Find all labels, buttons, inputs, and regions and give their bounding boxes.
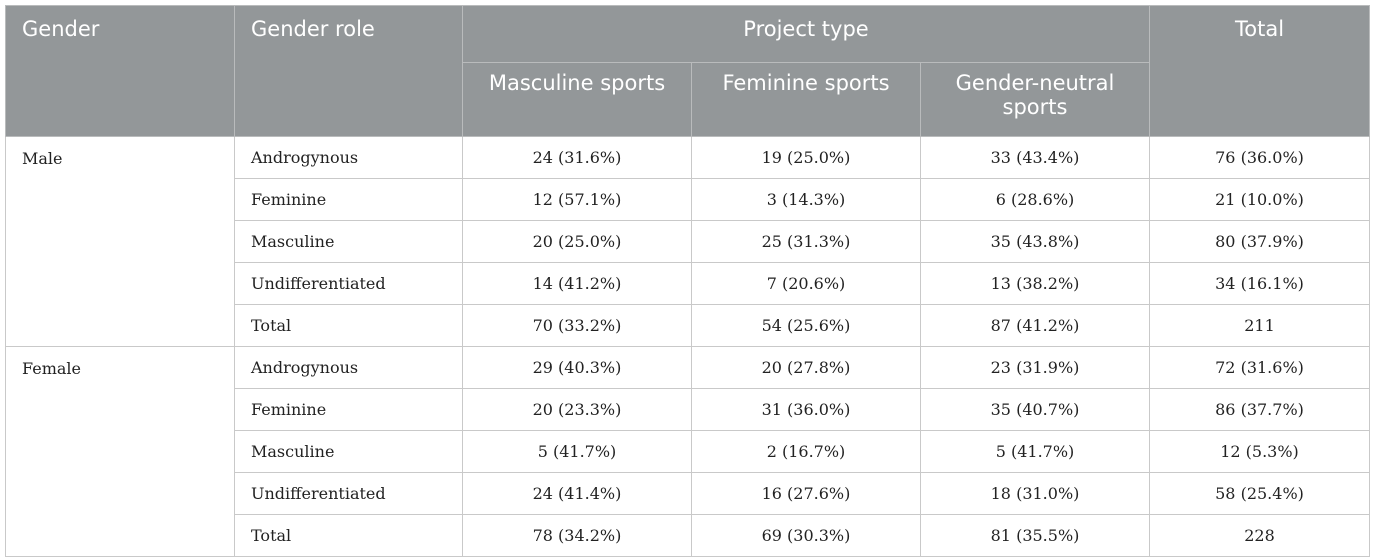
feminine-sports-cell: 20 (27.8%) (691, 346, 921, 389)
role-cell: Total (234, 514, 463, 557)
header-feminine-sports: Feminine sports (691, 62, 921, 137)
total-cell: 80 (37.9%) (1149, 220, 1371, 263)
total-cell: 34 (16.1%) (1149, 262, 1371, 305)
role-cell: Undifferentiated (234, 472, 463, 515)
feminine-sports-cell: 2 (16.7%) (691, 430, 921, 473)
total-cell: 86 (37.7%) (1149, 388, 1371, 431)
total-cell: 76 (36.0%) (1149, 136, 1371, 179)
gender-neutral-sports-cell: 23 (31.9%) (919, 346, 1151, 389)
gender-neutral-sports-cell: 35 (43.8%) (919, 220, 1151, 263)
masculine-sports-cell: 14 (41.2%) (462, 262, 692, 305)
table-header: Gender Gender role Project type Total Ma… (5, 5, 1371, 137)
table-row: Masculine 5 (41.7%) 2 (16.7%) 5 (41.7%) … (6, 430, 1371, 473)
header-gender-role: Gender role (234, 5, 463, 137)
masculine-sports-cell: 5 (41.7%) (462, 430, 692, 473)
gender-neutral-sports-cell: 13 (38.2%) (919, 262, 1151, 305)
total-cell: 211 (1149, 304, 1371, 347)
header-project-type: Project type (461, 5, 1151, 63)
role-cell: Feminine (234, 178, 463, 221)
header-gender-neutral-sports: Gender-neutral sports (919, 62, 1151, 137)
gender-cell: Female (5, 346, 235, 557)
masculine-sports-cell: 12 (57.1%) (462, 178, 692, 221)
role-cell: Total (234, 304, 463, 347)
feminine-sports-cell: 7 (20.6%) (691, 262, 921, 305)
masculine-sports-cell: 20 (25.0%) (462, 220, 692, 263)
feminine-sports-cell: 19 (25.0%) (691, 136, 921, 179)
header-total: Total (1149, 5, 1371, 137)
masculine-sports-cell: 20 (23.3%) (462, 388, 692, 431)
gender-neutral-sports-cell: 5 (41.7%) (919, 430, 1151, 473)
gender-neutral-sports-cell: 35 (40.7%) (919, 388, 1151, 431)
table-row: Undifferentiated 14 (41.2%) 7 (20.6%) 13… (6, 262, 1371, 305)
gender-neutral-sports-cell: 81 (35.5%) (919, 514, 1151, 557)
total-cell: 21 (10.0%) (1149, 178, 1371, 221)
table-row: Feminine 20 (23.3%) 31 (36.0%) 35 (40.7%… (6, 388, 1371, 431)
feminine-sports-cell: 16 (27.6%) (691, 472, 921, 515)
role-cell: Masculine (234, 430, 463, 473)
masculine-sports-cell: 70 (33.2%) (462, 304, 692, 347)
table-body: Male Androgynous 24 (31.6%) 19 (25.0%) 3… (5, 136, 1371, 557)
masculine-sports-cell: 29 (40.3%) (462, 346, 692, 389)
total-cell: 72 (31.6%) (1149, 346, 1371, 389)
data-table: Gender Gender role Project type Total Ma… (5, 5, 1371, 557)
total-cell: 12 (5.3%) (1149, 430, 1371, 473)
role-cell: Masculine (234, 220, 463, 263)
masculine-sports-cell: 24 (31.6%) (462, 136, 692, 179)
role-cell: Undifferentiated (234, 262, 463, 305)
feminine-sports-cell: 69 (30.3%) (691, 514, 921, 557)
feminine-sports-cell: 31 (36.0%) (691, 388, 921, 431)
gender-neutral-sports-cell: 33 (43.4%) (919, 136, 1151, 179)
gender-neutral-sports-cell: 18 (31.0%) (919, 472, 1151, 515)
feminine-sports-cell: 54 (25.6%) (691, 304, 921, 347)
masculine-sports-cell: 24 (41.4%) (462, 472, 692, 515)
role-cell: Feminine (234, 388, 463, 431)
total-cell: 58 (25.4%) (1149, 472, 1371, 515)
gender-cell: Male (5, 136, 235, 347)
table-row: Total 70 (33.2%) 54 (25.6%) 87 (41.2%) 2… (6, 304, 1371, 347)
table-row: Masculine 20 (25.0%) 25 (31.3%) 35 (43.8… (6, 220, 1371, 263)
gender-neutral-sports-cell: 6 (28.6%) (919, 178, 1151, 221)
role-cell: Androgynous (234, 136, 463, 179)
header-gender: Gender (5, 5, 235, 137)
table-row: Male Androgynous 24 (31.6%) 19 (25.0%) 3… (5, 136, 1371, 347)
role-cell: Androgynous (234, 346, 463, 389)
feminine-sports-cell: 3 (14.3%) (691, 178, 921, 221)
header-masculine-sports: Masculine sports (462, 62, 692, 137)
masculine-sports-cell: 78 (34.2%) (462, 514, 692, 557)
table-row: Feminine 12 (57.1%) 3 (14.3%) 6 (28.6%) … (6, 178, 1371, 221)
feminine-sports-cell: 25 (31.3%) (691, 220, 921, 263)
total-cell: 228 (1149, 514, 1371, 557)
table-row: Female Androgynous 29 (40.3%) 20 (27.8%)… (5, 346, 1371, 557)
gender-neutral-sports-cell: 87 (41.2%) (919, 304, 1151, 347)
